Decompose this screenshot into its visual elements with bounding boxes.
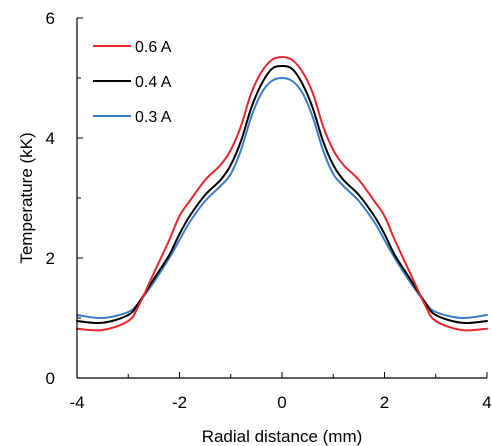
- legend-label: 0.6 A: [135, 39, 172, 56]
- y-tick-label: 6: [46, 9, 55, 28]
- ticks-layer: -4 -2 0 2 4 0 2 4 6: [46, 9, 492, 412]
- series-line-0-3-a: [76, 77, 488, 320]
- x-tick-label: 0: [277, 393, 286, 412]
- x-tick-label: 4: [482, 393, 491, 412]
- x-tick-label: 2: [380, 393, 389, 412]
- y-axis-label: Temperature (kK): [17, 132, 36, 263]
- series-line-0-6-a: [76, 56, 488, 332]
- series-line-0-4-a: [76, 65, 488, 325]
- legend: 0.6 A 0.4 A 0.3 A: [93, 39, 172, 126]
- y-tick-label: 4: [46, 129, 55, 148]
- y-tick-label: 2: [46, 249, 55, 268]
- series-layer: [76, 56, 488, 332]
- y-tick-label: 0: [46, 369, 55, 388]
- x-tick-label: -4: [69, 393, 84, 412]
- legend-label: 0.4 A: [135, 74, 172, 91]
- legend-label: 0.3 A: [135, 109, 172, 126]
- x-tick-label: -2: [172, 393, 187, 412]
- axes-layer: [76, 18, 487, 379]
- x-axis-label: Radial distance (mm): [202, 427, 363, 446]
